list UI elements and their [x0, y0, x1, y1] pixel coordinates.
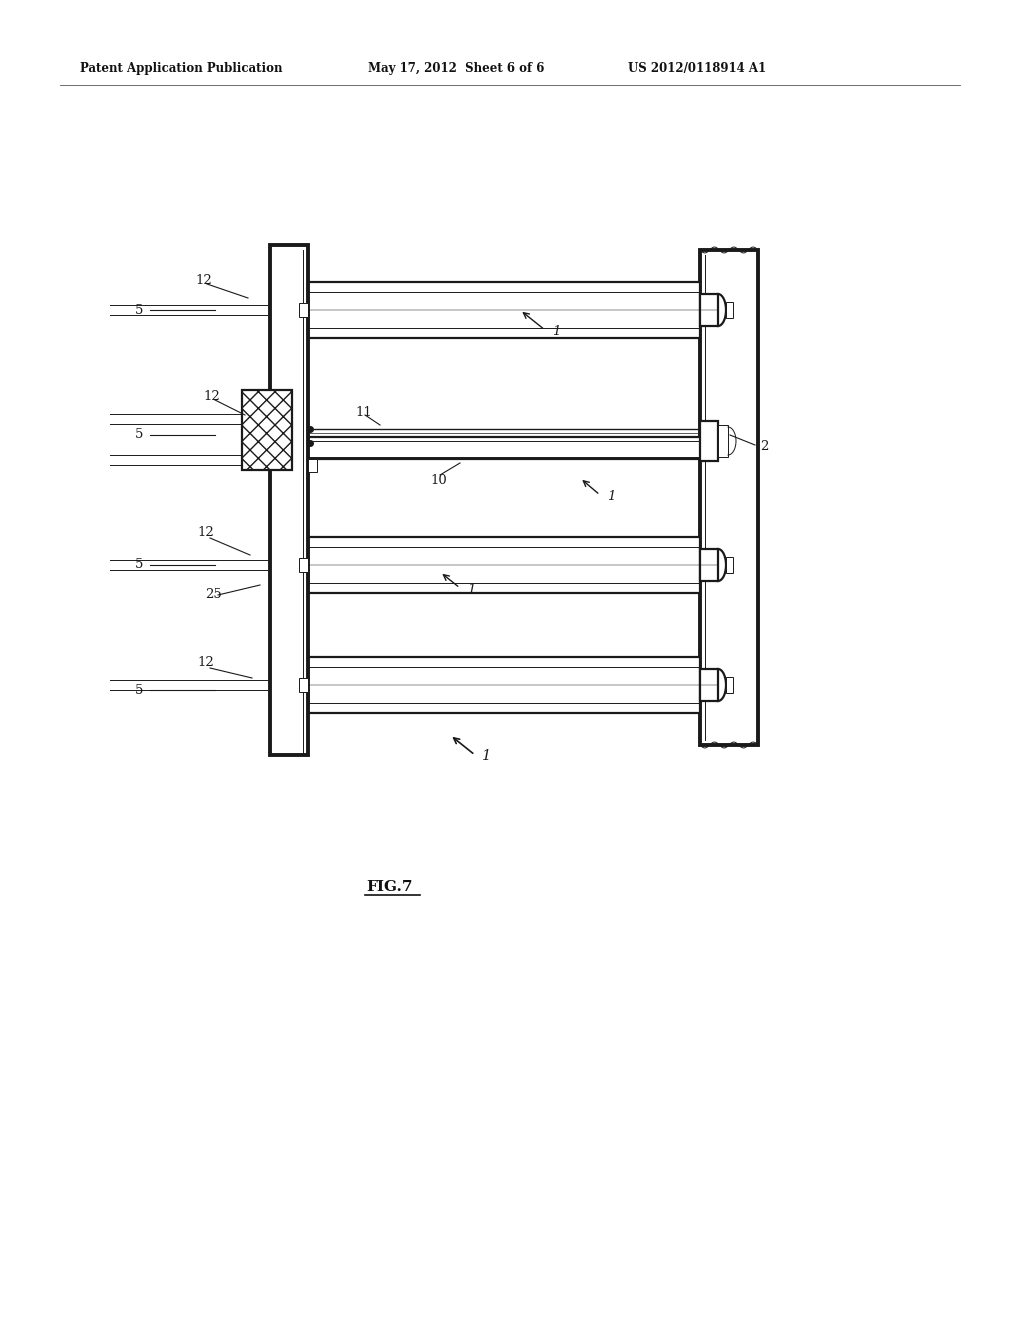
Polygon shape — [280, 543, 308, 587]
Text: 1: 1 — [467, 583, 475, 597]
Text: 12: 12 — [197, 527, 214, 540]
Bar — [242, 389, 292, 470]
Bar — [299, 304, 308, 317]
Text: 10: 10 — [430, 474, 446, 487]
Text: 12: 12 — [197, 656, 214, 669]
Bar — [700, 669, 718, 701]
Bar — [308, 282, 700, 338]
Bar — [308, 459, 317, 473]
Bar — [299, 678, 308, 692]
Text: 2: 2 — [760, 441, 768, 454]
Bar — [718, 425, 728, 457]
Text: May 17, 2012  Sheet 6 of 6: May 17, 2012 Sheet 6 of 6 — [368, 62, 545, 75]
Text: 1: 1 — [552, 325, 560, 338]
Bar — [308, 537, 700, 593]
Text: 5: 5 — [135, 304, 143, 317]
Text: US 2012/0118914 A1: US 2012/0118914 A1 — [628, 62, 766, 75]
Polygon shape — [280, 288, 308, 333]
Text: 1: 1 — [482, 748, 492, 763]
Bar — [726, 302, 733, 318]
Bar — [270, 246, 308, 755]
Polygon shape — [280, 663, 308, 708]
Text: Patent Application Publication: Patent Application Publication — [80, 62, 283, 75]
Text: 5: 5 — [135, 558, 143, 572]
Text: 5: 5 — [135, 684, 143, 697]
Bar — [700, 294, 718, 326]
Bar — [700, 549, 718, 581]
Text: 25: 25 — [205, 589, 222, 602]
Bar — [726, 677, 733, 693]
Text: 11: 11 — [355, 405, 372, 418]
Text: FIG.7: FIG.7 — [367, 880, 414, 894]
Bar — [308, 437, 715, 459]
Bar — [308, 657, 700, 713]
Bar — [700, 421, 718, 461]
Text: 1: 1 — [607, 490, 615, 503]
Bar — [700, 249, 758, 744]
Bar — [726, 557, 733, 573]
Text: 12: 12 — [203, 389, 220, 403]
Bar — [299, 558, 308, 572]
Text: 5: 5 — [135, 429, 143, 441]
Text: 12: 12 — [195, 273, 212, 286]
